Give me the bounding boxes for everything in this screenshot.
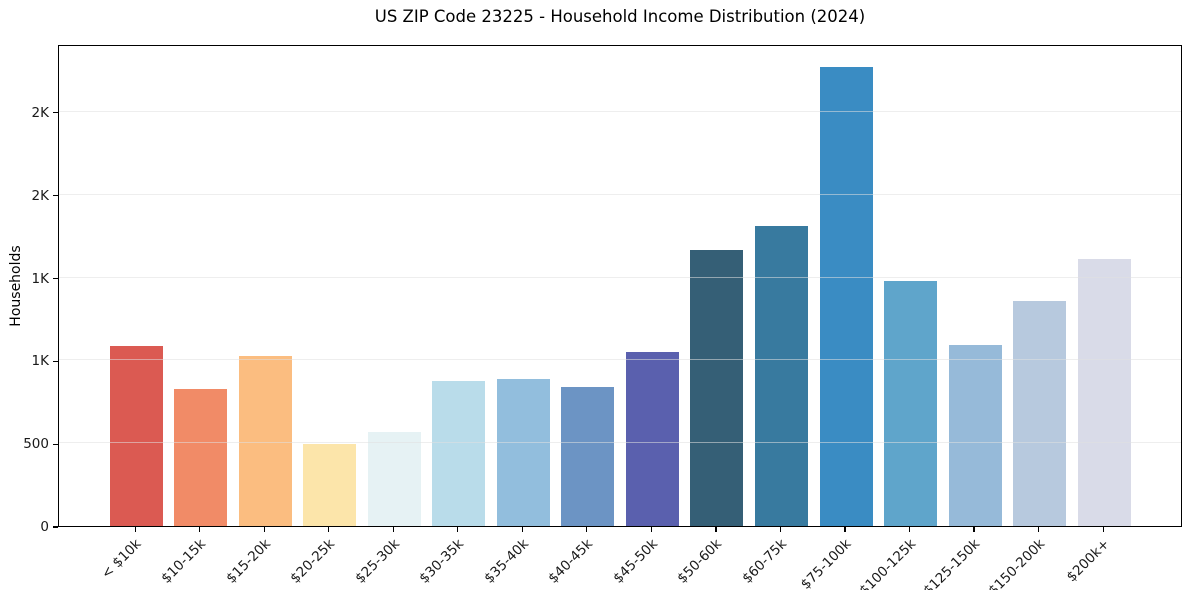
x-tick-label: < $10k <box>98 536 145 583</box>
x-tick-label: $60-75k <box>739 536 790 587</box>
x-tick-label: $50-60k <box>674 536 726 587</box>
x-tick-mark <box>973 527 975 532</box>
y-tick-label: 2K <box>31 187 49 204</box>
chart-title: US ZIP Code 23225 - Household Income Dis… <box>374 7 866 26</box>
bar-$50-60k <box>690 250 744 526</box>
x-tick-label: $75-100k <box>797 536 855 590</box>
y-tick-label: 0 <box>40 519 49 535</box>
y-tick-label: 1K <box>31 353 49 370</box>
bar-$20-25k <box>303 444 357 526</box>
bar-$200k+ <box>1077 258 1131 526</box>
gridline-500 <box>59 442 1181 444</box>
x-tick-mark <box>134 527 136 532</box>
bar-$45-50k <box>625 352 679 526</box>
x-tick-mark <box>844 527 846 532</box>
y-tick-label: 1K <box>31 270 49 287</box>
x-tick-mark <box>263 527 265 532</box>
x-tick-label: $125-150k <box>920 536 984 590</box>
gridline-1000 <box>59 359 1181 361</box>
x-tick-label: $25-30k <box>351 536 403 587</box>
bar-$100-125k <box>884 280 938 526</box>
plot-area <box>58 45 1182 527</box>
x-tick-mark <box>650 527 653 532</box>
x-tick-mark <box>457 527 459 532</box>
bar-$40-45k <box>561 386 615 526</box>
x-tick-mark <box>908 527 911 532</box>
x-tick-label: $40-45k <box>545 536 597 587</box>
x-tick-mark <box>586 527 588 532</box>
x-tick-mark <box>1038 527 1040 532</box>
x-tick-mark <box>199 527 201 532</box>
gridline-2000 <box>59 193 1181 195</box>
x-tick-label: $100-125k <box>856 536 919 590</box>
gridline-2500 <box>59 110 1181 112</box>
bar-$15-20k <box>238 356 292 526</box>
bar-$25-30k <box>367 432 421 526</box>
x-tick-mark <box>715 527 717 532</box>
bar-$60-75k <box>755 226 808 526</box>
gridline-1500 <box>59 276 1181 278</box>
bar-$75-100k <box>819 67 873 526</box>
bar-$150-200k <box>1013 300 1067 526</box>
x-tick-label: $20-25k <box>287 536 339 587</box>
x-tick-mark <box>392 527 394 532</box>
x-tick-label: $10-15k <box>158 536 210 587</box>
bar-$125-150k <box>948 345 1002 526</box>
x-tick-label: $15-20k <box>222 536 274 587</box>
x-tick-label: $150-200k <box>985 536 1048 590</box>
y-tick-mark <box>53 360 58 362</box>
bar-< $10k <box>109 346 163 526</box>
x-tick-label: $35-40k <box>481 536 532 587</box>
y-tick-mark <box>53 112 58 114</box>
x-tick-label: $200k+ <box>1063 536 1113 586</box>
y-tick-mark <box>53 277 58 280</box>
bar-$30-35k <box>432 381 486 526</box>
y-tick-label: 2K <box>31 104 49 121</box>
y-tick-mark <box>53 443 58 445</box>
x-tick-mark <box>779 527 782 532</box>
x-tick-mark <box>328 527 330 532</box>
y-tick-mark <box>53 195 58 197</box>
y-tick-label: 500 <box>23 436 49 453</box>
bar-$10-15k <box>174 388 228 526</box>
x-tick-label: $30-35k <box>416 536 468 587</box>
x-tick-mark <box>1102 527 1104 532</box>
y-tick-mark <box>53 526 58 528</box>
x-tick-label: $45-50k <box>610 536 661 587</box>
bar-$35-40k <box>496 378 550 526</box>
x-tick-mark <box>521 527 523 532</box>
